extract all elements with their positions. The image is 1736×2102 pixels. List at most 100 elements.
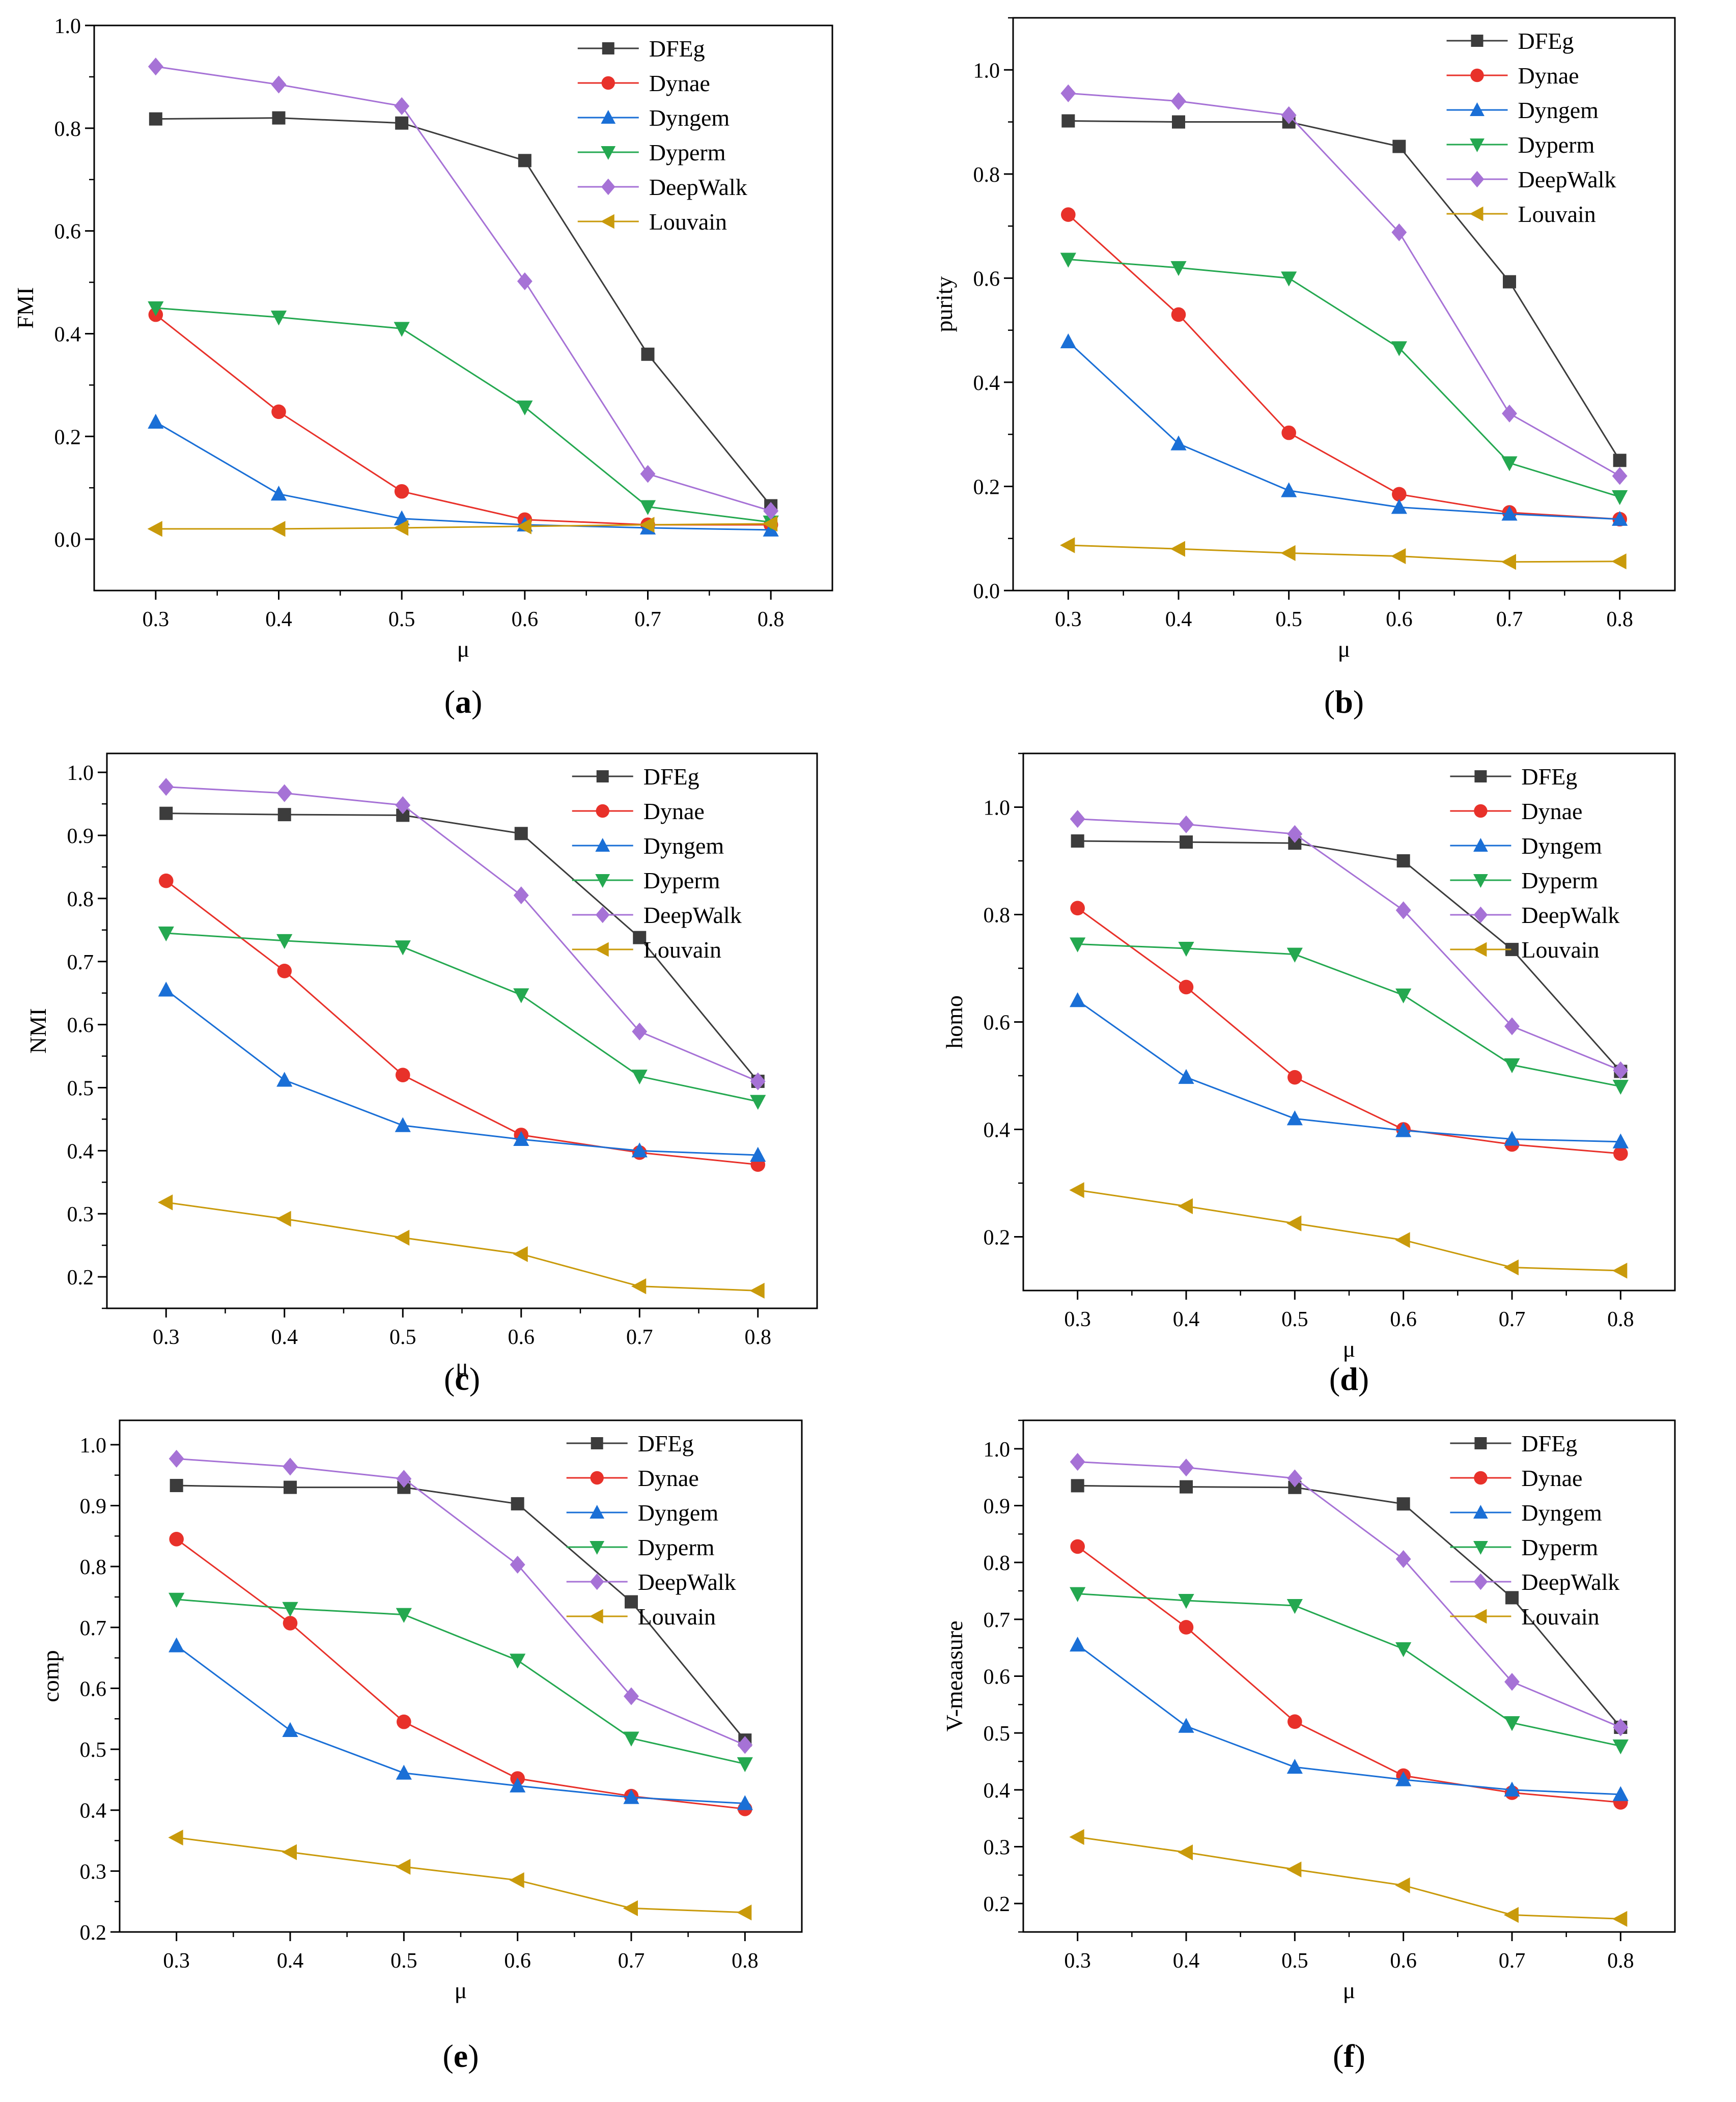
data-point-dyngem <box>276 1072 293 1087</box>
data-point-dyperm <box>631 1070 648 1085</box>
data-point-dynae <box>395 1068 410 1083</box>
data-point-dynae <box>1179 1620 1194 1635</box>
legend-marker-dyperm <box>601 146 616 160</box>
x-tick-label: 0.7 <box>1499 1308 1526 1331</box>
legend-marker-dfeg <box>1474 1437 1487 1449</box>
data-point-louvain <box>168 1829 183 1846</box>
data-point-louvain <box>513 1246 528 1263</box>
legend-label-dfeg: DFEg <box>1521 1431 1577 1456</box>
data-point-dyngem <box>1281 482 1297 497</box>
data-point-dyngem <box>270 486 287 501</box>
y-tick-label: 0.6 <box>54 220 81 244</box>
series-line-louvain <box>166 1201 758 1292</box>
data-point-dyperm <box>639 500 656 515</box>
x-tick-label: 0.4 <box>1165 608 1192 631</box>
data-point-dyngem <box>1178 1069 1194 1084</box>
data-point-dyperm <box>1612 490 1628 506</box>
data-point-dyngem <box>1286 1758 1303 1774</box>
legend-marker-dyngem <box>1473 838 1488 852</box>
data-point-dyperm <box>513 988 529 1003</box>
data-point-louvain <box>631 1278 647 1295</box>
data-point-deepwalk <box>1060 84 1076 102</box>
y-tick-label: 0.2 <box>973 475 1000 499</box>
data-point-dfeg <box>1180 1480 1193 1494</box>
series-line-louvain <box>1077 1189 1621 1272</box>
series-line-dynae <box>1077 907 1621 1155</box>
y-tick-label: 0.9 <box>80 1495 107 1519</box>
data-point-dyperm <box>1504 1716 1520 1731</box>
x-tick-label: 0.6 <box>504 1949 531 1973</box>
y-tick-label: 0.4 <box>984 1119 1011 1142</box>
data-point-louvain <box>1286 1861 1302 1877</box>
data-point-dyperm <box>1178 1593 1194 1609</box>
legend-label-dfeg: DFEg <box>649 36 705 62</box>
legend-marker-dyngem <box>1473 1505 1488 1519</box>
data-point-dyperm <box>1170 261 1187 276</box>
x-axis-label: μ <box>457 636 470 662</box>
data-point-deepwalk <box>737 1736 753 1754</box>
x-tick-label: 0.6 <box>1390 1308 1417 1331</box>
legend-marker-dynae <box>590 1471 604 1485</box>
data-point-louvain <box>396 1859 411 1875</box>
data-point-deepwalk <box>1179 1459 1194 1477</box>
data-point-dynae <box>277 964 292 978</box>
data-point-dyperm <box>1501 456 1518 471</box>
data-point-louvain <box>1503 1259 1519 1276</box>
data-point-dfeg <box>641 347 655 361</box>
legend-label-deepwalk: DeepWalk <box>1518 166 1616 192</box>
y-tick-label: 0.8 <box>54 118 81 141</box>
series-line-deepwalk <box>1077 818 1621 1071</box>
legend-label-dyngem: Dyngem <box>1521 833 1602 859</box>
series-line-deepwalk <box>176 1458 745 1746</box>
data-point-dynae <box>1392 487 1407 502</box>
legend-label-louvain: Louvain <box>1521 937 1599 963</box>
series-line-dfeg <box>1068 120 1620 461</box>
x-tick-label: 0.6 <box>508 1326 535 1349</box>
y-axis-label: NMI <box>25 1008 51 1053</box>
y-tick-label: 0.3 <box>67 1203 94 1226</box>
series-line-dyngem <box>165 989 758 1156</box>
data-point-louvain <box>158 1194 173 1211</box>
data-point-louvain <box>1069 1829 1084 1845</box>
x-tick-label: 0.7 <box>1499 1949 1526 1973</box>
data-point-dfeg <box>1392 139 1406 153</box>
data-point-deepwalk <box>1612 467 1628 485</box>
data-point-dyperm <box>282 1602 298 1617</box>
data-point-dfeg <box>272 111 286 125</box>
data-point-dyperm <box>1286 1599 1303 1614</box>
legend-label-deepwalk: DeepWalk <box>643 902 742 928</box>
legend-marker-dfeg <box>596 770 609 782</box>
y-tick-label: 0.5 <box>984 1722 1011 1746</box>
y-axis-label: purity <box>931 276 957 332</box>
data-point-dfeg <box>633 931 647 944</box>
data-point-dfeg <box>1396 1497 1410 1511</box>
data-point-dyngem <box>1395 1122 1412 1137</box>
data-point-dfeg <box>511 1497 524 1510</box>
legend-label-louvain: Louvain <box>1518 201 1596 227</box>
data-point-dynae <box>169 1532 184 1547</box>
x-tick-label: 0.7 <box>626 1326 653 1349</box>
data-point-dyperm <box>270 311 287 326</box>
series-line-dyperm <box>1077 943 1621 1087</box>
data-point-dynae <box>397 1714 411 1729</box>
legend-label-dyperm: Dyperm <box>649 139 726 165</box>
data-point-deepwalk <box>1504 1673 1520 1691</box>
data-point-deepwalk <box>1287 1469 1303 1488</box>
x-tick-label: 0.7 <box>618 1949 645 1973</box>
data-point-dyperm <box>1178 941 1194 957</box>
data-point-louvain <box>276 1211 291 1227</box>
series-line-dynae <box>1077 1546 1621 1803</box>
data-point-deepwalk <box>1281 106 1297 124</box>
legend-marker-dyngem <box>601 110 616 124</box>
y-tick-label: 0.0 <box>54 528 81 552</box>
chart-panel-c: 0.2 0.3 0.4 0.5 0.6 0.7 0.8 0.9 1.0 0.3 0.4 0.5 0.6 0… <box>25 752 818 1397</box>
legend-label-dyngem: Dyngem <box>643 833 724 859</box>
y-tick-label: 0.9 <box>67 825 94 848</box>
data-point-dyngem <box>623 1789 639 1804</box>
data-point-louvain <box>1391 548 1406 565</box>
data-point-dfeg <box>1071 834 1084 848</box>
x-tick-label: 0.5 <box>1275 608 1302 631</box>
series-line-deepwalk <box>1068 92 1620 477</box>
data-point-louvain <box>1280 545 1296 561</box>
